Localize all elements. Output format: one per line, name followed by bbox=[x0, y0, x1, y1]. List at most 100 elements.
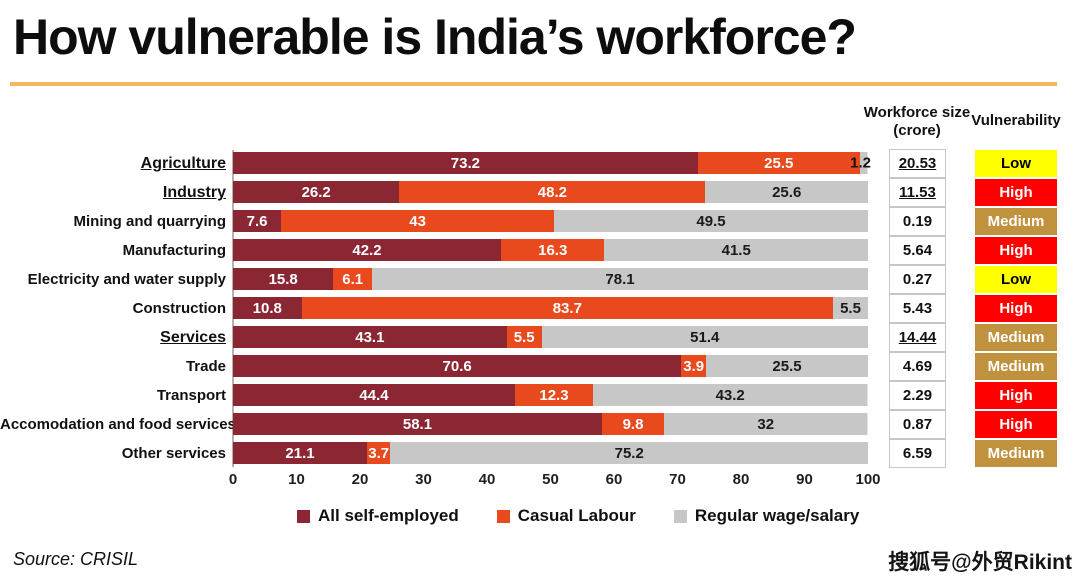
bar-value: 41.5 bbox=[721, 241, 751, 259]
bar-value: 78.1 bbox=[605, 270, 635, 288]
bar-value: 43.2 bbox=[715, 386, 745, 404]
bar-value: 43 bbox=[409, 212, 426, 230]
bar-segment-all-self-employed: 44.4 bbox=[233, 384, 515, 406]
title-underline bbox=[10, 82, 1057, 86]
bar-segment-casual-labour: 83.7 bbox=[301, 297, 834, 319]
bar-track: 26.2 48.2 25.6 bbox=[233, 181, 868, 203]
bar-value: 49.5 bbox=[696, 212, 726, 230]
row-label: Manufacturing bbox=[122, 242, 226, 259]
bar-value: 25.6 bbox=[772, 183, 802, 201]
chart-row: Services 43.1 5.5 51.4 14.44 Medium bbox=[0, 323, 1080, 352]
bar-segment-regular-wage-salary: 78.1 bbox=[372, 268, 868, 290]
row-label: Construction bbox=[132, 300, 226, 317]
row-label: Electricity and water supply bbox=[27, 271, 226, 288]
row-label: Accomodation and food services bbox=[0, 416, 236, 433]
bar-segment-regular-wage-salary: 25.6 bbox=[705, 181, 868, 203]
workforce-value: 5.43 bbox=[889, 294, 946, 323]
bar-segment-regular-wage-salary: 49.5 bbox=[553, 210, 868, 232]
bar-value: 73.2 bbox=[450, 154, 480, 172]
vulnerability-badge: Medium bbox=[975, 324, 1057, 351]
bar-value: 6.1 bbox=[342, 270, 364, 288]
row-label: Trade bbox=[185, 358, 226, 375]
workforce-value: 0.19 bbox=[889, 207, 946, 236]
chart-rows: Agriculture 73.2 25.5 1.2 20.53 Low Industry 26… bbox=[0, 149, 1080, 468]
bar-track: 70.6 3.9 25.5 bbox=[233, 355, 868, 377]
bar-segment-all-self-employed: 42.2 bbox=[233, 239, 501, 261]
bar-value: 75.2 bbox=[614, 444, 644, 462]
vulnerability-badge: High bbox=[975, 382, 1057, 409]
bar-segment-regular-wage-salary: 32 bbox=[664, 413, 868, 435]
bar-segment-casual-labour: 48.2 bbox=[399, 181, 706, 203]
legend-swatch bbox=[496, 509, 510, 523]
x-tick: 90 bbox=[796, 471, 813, 488]
bar-segment-casual-labour: 16.3 bbox=[500, 239, 605, 261]
vulnerability-column-header: Vulnerability bbox=[971, 112, 1061, 129]
bar-track: 21.1 3.7 75.2 bbox=[233, 442, 868, 464]
bar-segment-all-self-employed: 73.2 bbox=[233, 152, 698, 174]
bar-segment-all-self-employed: 26.2 bbox=[233, 181, 400, 203]
legend-item: Casual Labour bbox=[496, 506, 636, 526]
workforce-value: 4.69 bbox=[889, 352, 946, 381]
vulnerability-badge: Low bbox=[975, 266, 1057, 293]
bar-segment-casual-labour: 9.8 bbox=[601, 413, 665, 435]
bar-segment-regular-wage-salary: 25.5 bbox=[706, 355, 868, 377]
x-tick: 30 bbox=[415, 471, 432, 488]
bar-segment-regular-wage-salary: 51.4 bbox=[541, 326, 868, 348]
bar-segment-all-self-employed: 15.8 bbox=[233, 268, 334, 290]
bar-value: 32 bbox=[757, 415, 775, 433]
x-axis: 0 10 20 30 40 50 60 70 80 90 100 bbox=[229, 471, 881, 491]
vulnerability-badge: High bbox=[975, 237, 1057, 264]
page-title: How vulnerable is India’s workforce? bbox=[13, 9, 857, 65]
workforce-value: 11.53 bbox=[889, 178, 946, 207]
bar-value: 83.7 bbox=[552, 299, 582, 317]
chart-row: Agriculture 73.2 25.5 1.2 20.53 Low bbox=[0, 149, 1080, 178]
workforce-column-header: Workforce size (crore) bbox=[863, 104, 971, 139]
bar-value: 44.4 bbox=[359, 386, 389, 404]
bar-track: 10.8 83.7 5.5 bbox=[233, 297, 868, 319]
row-label: Services bbox=[160, 329, 226, 346]
vulnerability-badge: Medium bbox=[975, 208, 1057, 235]
workforce-value: 0.87 bbox=[889, 410, 946, 439]
bar-value: 16.3 bbox=[538, 241, 568, 259]
legend-item: Regular wage/salary bbox=[673, 506, 859, 526]
bar-value: 10.8 bbox=[252, 299, 282, 317]
chart-row: Construction 10.8 83.7 5.5 5.43 High bbox=[0, 294, 1080, 323]
legend-swatch bbox=[673, 509, 687, 523]
x-tick: 80 bbox=[732, 471, 750, 488]
bar-value: 21.1 bbox=[285, 444, 315, 462]
chart-row: Electricity and water supply 15.8 6.1 78.1 0… bbox=[0, 265, 1080, 294]
row-label: Agriculture bbox=[140, 155, 226, 172]
bar-track: 73.2 25.5 1.2 bbox=[233, 152, 871, 174]
chart-row: Mining and quarrying 7.6 43 49.5 0.19 Medium bbox=[0, 207, 1080, 236]
bar-value: 5.5 bbox=[513, 328, 535, 346]
bar-track: 44.4 12.3 43.2 bbox=[233, 384, 868, 406]
chart-row: Accomodation and food services 58.1 9.8 32 0… bbox=[0, 410, 1080, 439]
row-label: Transport bbox=[156, 387, 226, 404]
bar-segment-casual-labour: 6.1 bbox=[333, 268, 373, 290]
bar-value: 48.2 bbox=[537, 183, 567, 201]
bar-value: 25.5 bbox=[764, 154, 794, 172]
workforce-value: 2.29 bbox=[889, 381, 946, 410]
x-tick: 0 bbox=[228, 471, 238, 488]
chart-row: Trade 70.6 3.9 25.5 4.69 Medium bbox=[0, 352, 1080, 381]
x-tick: 50 bbox=[542, 471, 559, 488]
watermark-text: 搜狐号@外贸Rikint bbox=[888, 551, 1072, 574]
bar-segment-casual-labour: 12.3 bbox=[514, 384, 594, 406]
bar-segment-casual-labour: 3.7 bbox=[366, 442, 391, 464]
x-tick: 20 bbox=[351, 471, 369, 488]
bar-track: 7.6 43 49.5 bbox=[233, 210, 868, 232]
vulnerability-badge: High bbox=[975, 179, 1057, 206]
source-note: Source: CRISIL bbox=[13, 549, 139, 569]
bar-value: 43.1 bbox=[355, 328, 385, 346]
bar-track: 15.8 6.1 78.1 bbox=[233, 268, 868, 290]
bar-segment-all-self-employed: 70.6 bbox=[233, 355, 682, 377]
bar-segment-all-self-employed: 43.1 bbox=[233, 326, 507, 348]
row-label: Mining and quarrying bbox=[73, 213, 227, 230]
chart-row: Transport 44.4 12.3 43.2 2.29 High bbox=[0, 381, 1080, 410]
bar-segment-casual-labour: 43 bbox=[281, 210, 554, 232]
chart-legend: All self-employed Casual Labour Regular wa… bbox=[297, 506, 859, 526]
bar-value: 51.4 bbox=[690, 328, 720, 346]
workforce-value: 14.44 bbox=[889, 323, 946, 352]
bar-value: 25.5 bbox=[772, 357, 802, 375]
